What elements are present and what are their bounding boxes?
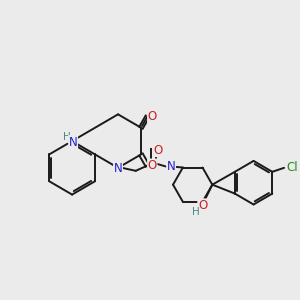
Text: H: H [192, 207, 200, 218]
Text: N: N [114, 162, 122, 175]
Text: N: N [167, 160, 176, 173]
Text: O: O [148, 110, 157, 123]
Text: O: O [154, 143, 163, 157]
Text: O: O [198, 199, 207, 212]
Text: H: H [63, 132, 71, 142]
Text: O: O [148, 159, 157, 172]
Text: Cl: Cl [286, 161, 298, 174]
Text: N: N [69, 136, 77, 148]
